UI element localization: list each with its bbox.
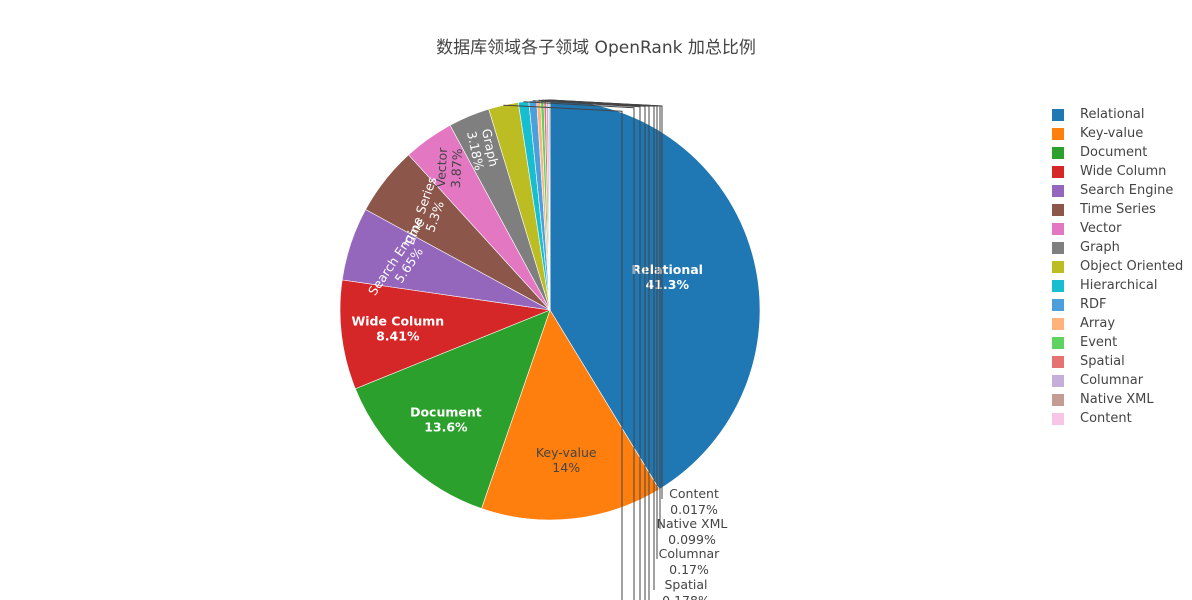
- slice-label-native-xml: Native XML 0.099%: [657, 516, 728, 547]
- legend-item-relational[interactable]: Relational: [1052, 105, 1183, 124]
- legend-item-document[interactable]: Document: [1052, 143, 1183, 162]
- legend-item-graph[interactable]: Graph: [1052, 238, 1183, 257]
- legend-swatch: [1052, 279, 1064, 292]
- slice-label-key-value: Key-value 14%: [536, 445, 597, 475]
- legend-swatch: [1052, 298, 1064, 311]
- pie-slice-key-value[interactable]: [481, 309, 660, 521]
- legend-label: Document: [1080, 145, 1148, 160]
- legend-label: Object Oriented: [1080, 259, 1184, 274]
- legend-swatch: [1052, 393, 1064, 406]
- legend-swatch: [1052, 146, 1064, 159]
- legend-label: Vector: [1080, 221, 1122, 236]
- legend-item-rdf[interactable]: RDF: [1052, 295, 1183, 314]
- slice-label-wide-column: Wide Column 8.41%: [351, 313, 444, 343]
- legend-swatch: [1052, 222, 1064, 235]
- legend-item-event[interactable]: Event: [1052, 333, 1183, 352]
- legend-item-native-xml[interactable]: Native XML: [1052, 390, 1183, 409]
- slice-label-document: Document 13.6%: [410, 405, 482, 435]
- legend-label: Key-value: [1080, 126, 1144, 141]
- legend-swatch: [1052, 374, 1064, 387]
- legend-item-wide-column[interactable]: Wide Column: [1052, 162, 1183, 181]
- legend-item-hierarchical[interactable]: Hierarchical: [1052, 276, 1183, 295]
- legend-swatch: [1052, 260, 1064, 273]
- legend-item-object-oriented[interactable]: Object Oriented: [1052, 257, 1183, 276]
- legend-swatch: [1052, 108, 1064, 121]
- pie-slice-wide-column[interactable]: [339, 279, 552, 390]
- legend-item-columnar[interactable]: Columnar: [1052, 371, 1183, 390]
- legend-label: Hierarchical: [1080, 278, 1158, 293]
- slice-label-spatial: Spatial0.178%: [662, 577, 710, 600]
- legend-swatch: [1052, 184, 1064, 197]
- legend-item-key-value[interactable]: Key-value: [1052, 124, 1183, 143]
- legend-item-vector[interactable]: Vector: [1052, 219, 1183, 238]
- legend-label: Search Engine: [1080, 183, 1174, 198]
- legend-swatch: [1052, 127, 1064, 140]
- legend-swatch: [1052, 355, 1064, 368]
- slice-label-columnar: Columnar 0.17%: [659, 546, 721, 577]
- leader-line-hierarchical: [523, 101, 635, 600]
- legend-label: Relational: [1080, 107, 1145, 122]
- legend-swatch: [1052, 317, 1064, 330]
- legend-label: Spatial: [1080, 354, 1125, 369]
- legend-swatch: [1052, 165, 1064, 178]
- leader-line-object-oriented: [503, 104, 623, 600]
- legend-item-content[interactable]: Content: [1052, 409, 1183, 428]
- legend-label: Wide Column: [1080, 164, 1167, 179]
- leader-line-rdf: [532, 100, 641, 600]
- legend-swatch: [1052, 412, 1064, 425]
- legend-item-time-series[interactable]: Time Series: [1052, 200, 1183, 219]
- legend-label: Columnar: [1080, 373, 1144, 388]
- legend-label: Content: [1080, 411, 1132, 426]
- pie-slice-document[interactable]: [354, 309, 551, 509]
- legend-item-spatial[interactable]: Spatial: [1052, 352, 1183, 371]
- legend-label: Time Series: [1080, 202, 1156, 217]
- legend-swatch: [1052, 241, 1064, 254]
- legend-label: Native XML: [1080, 392, 1154, 407]
- legend-swatch: [1052, 336, 1064, 349]
- slice-label-content: Content 0.017%: [669, 486, 719, 517]
- legend-swatch: [1052, 203, 1064, 216]
- legend-label: Event: [1080, 335, 1118, 350]
- pie-slice-relational[interactable]: [549, 99, 761, 490]
- legend-label: Array: [1080, 316, 1116, 331]
- chart-title: 数据库领域各子领域 OpenRank 加总比例: [436, 38, 756, 58]
- legend-label: Graph: [1080, 240, 1120, 255]
- legend-item-search-engine[interactable]: Search Engine: [1052, 181, 1183, 200]
- leader-line-content: [549, 99, 663, 499]
- slice-label-vector: Vector3.87%: [433, 146, 465, 188]
- legend-item-array[interactable]: Array: [1052, 314, 1183, 333]
- legend-label: RDF: [1080, 297, 1107, 312]
- legend: Relational Key-value Document Wide Column Se…: [1052, 105, 1183, 428]
